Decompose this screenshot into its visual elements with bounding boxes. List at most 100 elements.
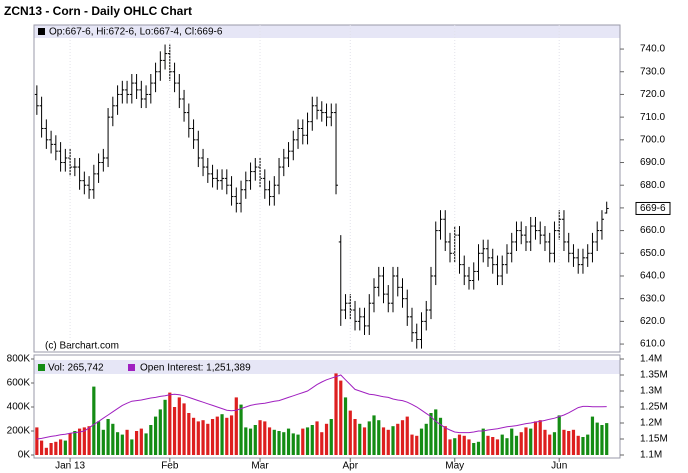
volume-bar <box>552 432 557 455</box>
volume-bar <box>39 440 44 455</box>
volume-bar <box>533 421 538 455</box>
volume-bar <box>443 426 447 455</box>
volume-bar <box>234 397 238 455</box>
volume-bar <box>538 420 542 455</box>
legend-label: Vol: 265,742 <box>48 363 104 374</box>
volume-bar <box>225 417 229 455</box>
volume-bar <box>272 429 276 455</box>
y2-tick-label: 1.1M <box>640 450 662 461</box>
volume-bar <box>244 427 248 455</box>
volume-bar <box>58 439 63 455</box>
volume-bar <box>467 439 471 455</box>
volume-bar <box>524 427 528 455</box>
volume-bar <box>353 419 357 455</box>
volume-bar <box>120 434 124 455</box>
volume-bar <box>54 441 58 455</box>
volume-bar <box>282 432 286 455</box>
volume-bar <box>590 416 595 455</box>
volume-bar <box>134 431 139 455</box>
volume-bar <box>391 426 395 455</box>
volume-bar <box>172 407 177 455</box>
volume-bar <box>567 431 571 455</box>
x-tick-label: Mar <box>251 461 269 472</box>
volume-bar <box>177 397 181 455</box>
volume-bar <box>448 439 452 455</box>
volume-bar <box>111 423 115 455</box>
legend-swatch <box>128 364 135 371</box>
volume-bar <box>229 415 234 455</box>
volume-bar <box>453 438 457 455</box>
volume-bar <box>491 437 495 455</box>
x-tick-label: Apr <box>342 461 358 472</box>
y-tick-label: 600K <box>7 378 31 389</box>
volume-bar <box>115 432 120 455</box>
y-tick-label: 720.0 <box>640 89 665 100</box>
volume-bar <box>77 428 82 455</box>
y-tick-label: 690.0 <box>640 157 665 168</box>
price-panel <box>33 24 621 353</box>
volume-bar <box>339 380 343 455</box>
volume-bar <box>158 409 162 455</box>
volume-bar <box>286 428 291 455</box>
y-tick-label: 700.0 <box>640 134 665 145</box>
x-tick-label: Jun <box>551 461 567 472</box>
volume-bar <box>358 423 362 455</box>
volume-bar <box>163 399 167 455</box>
volume-bar <box>320 432 324 455</box>
volume-bar <box>505 438 509 455</box>
volume-bar <box>277 431 281 455</box>
y-tick-label: 710.0 <box>640 112 665 123</box>
volume-bar <box>182 403 186 455</box>
y2-tick-label: 1.25M <box>640 402 668 413</box>
volume-bar <box>68 433 72 455</box>
volume-bar <box>500 434 504 455</box>
volume-bar <box>168 392 172 455</box>
volume-bar <box>215 416 219 455</box>
volume-bar <box>600 425 604 455</box>
volume-bar <box>348 410 352 455</box>
volume-bar <box>253 425 257 455</box>
volume-bar <box>191 417 196 455</box>
x-tick-label: Jan 13 <box>55 461 85 472</box>
y-tick-label: 620.0 <box>640 316 665 327</box>
volume-bar <box>144 433 148 455</box>
volume-bar <box>49 443 53 455</box>
volume-bar <box>595 422 599 455</box>
volume-bar <box>87 426 91 455</box>
y-tick-label: 680.0 <box>640 180 665 191</box>
volume-bar <box>153 416 158 455</box>
volume-bar <box>419 428 424 455</box>
volume-bar <box>63 440 67 455</box>
y-tick-label: 0K <box>18 450 31 461</box>
y2-tick-label: 1.4M <box>640 354 662 365</box>
y-tick-label: 630.0 <box>640 293 665 304</box>
volume-bar <box>210 419 215 455</box>
volume-bar <box>267 427 272 455</box>
y-tick-label: 650.0 <box>640 248 665 259</box>
volume-bar <box>519 432 523 455</box>
volume-bar <box>605 423 609 455</box>
volume-bar <box>291 433 295 455</box>
volume-bar <box>44 447 48 455</box>
volume-bar <box>529 428 533 455</box>
volume-bar <box>514 435 519 455</box>
y2-tick-label: 1.3M <box>640 386 662 397</box>
volume-bar <box>201 420 205 455</box>
y2-tick-label: 1.2M <box>640 418 662 429</box>
y-tick-label: 800K <box>7 354 31 365</box>
y-tick-label: 400K <box>7 402 31 413</box>
volume-bar <box>424 423 428 455</box>
volume-bar <box>220 414 224 455</box>
volume-bar <box>315 421 319 455</box>
volume-bar <box>472 443 476 455</box>
volume-bar <box>263 421 267 455</box>
volume-bar <box>434 409 438 455</box>
volume-bar <box>301 428 305 455</box>
legend-label: Open Interest: 1,251,389 <box>140 363 251 374</box>
volume-bar <box>381 427 386 455</box>
last-price-label: 669-6 <box>640 203 666 214</box>
volume-bar <box>410 434 414 455</box>
volume-bar <box>206 423 210 455</box>
volume-bar <box>101 429 105 455</box>
